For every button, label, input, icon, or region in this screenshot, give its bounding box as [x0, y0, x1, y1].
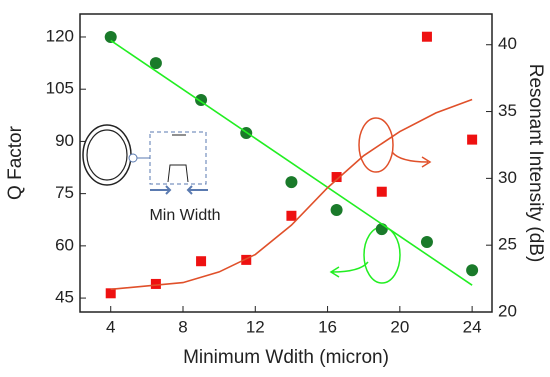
plot-frame — [79, 13, 493, 313]
square-marker — [331, 172, 342, 183]
x-tick-label: 20 — [390, 317, 409, 336]
y-axis-label: Q Factor — [5, 125, 26, 200]
y-tick-label: 75 — [55, 183, 74, 202]
y-tick-label: 120 — [46, 26, 74, 45]
square-marker — [105, 288, 116, 299]
x-tick-label: 24 — [463, 317, 482, 336]
inset-label: Min Width — [149, 207, 220, 224]
y-tick-label: 90 — [55, 131, 74, 150]
inset-box — [149, 131, 207, 185]
y-tick-label: 105 — [46, 79, 74, 98]
square-marker — [421, 31, 432, 42]
circle-marker — [330, 203, 343, 216]
inset-arrows — [150, 185, 208, 195]
square-marker — [467, 134, 478, 145]
fit-line — [110, 39, 473, 286]
square-marker — [241, 254, 252, 265]
y2-tick-label: 20 — [498, 301, 517, 320]
y2-axis-label: Resonant Intensity (dB) — [525, 64, 546, 263]
circle-marker — [420, 236, 433, 249]
circle-marker — [466, 264, 479, 277]
red-ellipse — [358, 117, 394, 173]
x-tick-label: 12 — [246, 317, 265, 336]
square-marker — [286, 210, 297, 221]
square-marker — [196, 256, 207, 267]
x-axis-label: Minimum Wdith (micron) — [183, 347, 389, 368]
green-ellipse — [363, 226, 401, 284]
inset-ring — [82, 124, 132, 186]
fit-line — [110, 98, 473, 291]
square-marker — [376, 186, 387, 197]
y2-tick-label: 30 — [498, 168, 517, 187]
square-marker — [150, 278, 161, 289]
y2-tick-label: 25 — [498, 235, 517, 254]
inset-dot — [128, 153, 138, 163]
x-tick-label: 4 — [106, 317, 115, 336]
x-tick-label: 16 — [318, 317, 337, 336]
y2-tick-label: 35 — [498, 101, 517, 120]
green-arrow — [329, 261, 369, 278]
circle-marker — [285, 176, 298, 189]
inset-ring — [86, 129, 128, 181]
red-arrow — [391, 151, 432, 168]
y-tick-label: 45 — [55, 288, 74, 307]
circle-marker — [149, 57, 162, 70]
annotations: Min Width — [82, 117, 432, 284]
circle-marker — [104, 30, 117, 43]
x-tick-label: 8 — [178, 317, 187, 336]
y2-tick-label: 40 — [498, 34, 517, 53]
inset-shape — [167, 134, 189, 183]
y-tick-label: 60 — [55, 235, 74, 254]
